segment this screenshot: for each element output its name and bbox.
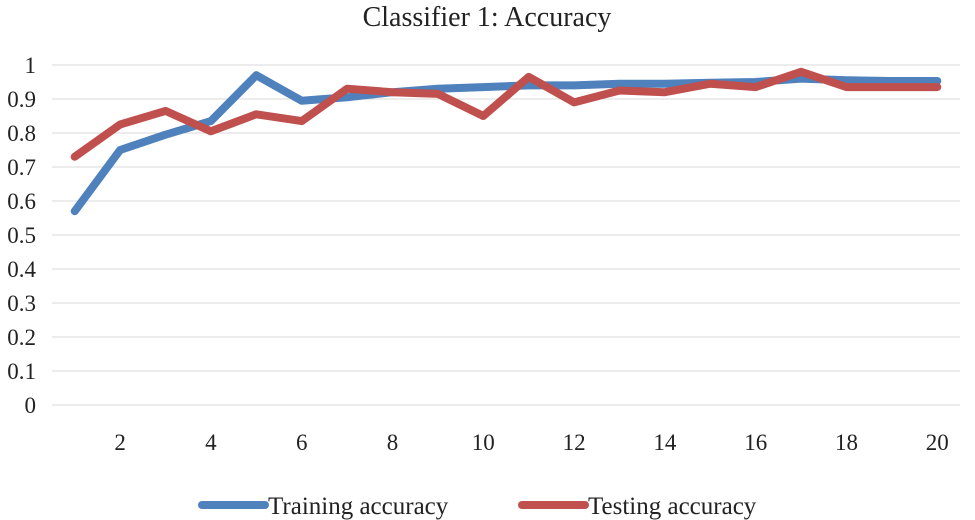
series-line-training bbox=[70, 71, 942, 216]
y-tick-label-6: 0.6 bbox=[7, 189, 36, 214]
legend-label-training: Training accuracy bbox=[268, 493, 449, 520]
y-tick-label-1: 0.1 bbox=[7, 359, 36, 384]
legend: Training accuracy Testing accuracy bbox=[198, 493, 757, 520]
series-lines bbox=[70, 67, 942, 216]
y-tick-label-4: 0.4 bbox=[7, 257, 36, 282]
legend-label-testing: Testing accuracy bbox=[588, 493, 757, 520]
x-tick-label-6: 14 bbox=[653, 430, 677, 455]
x-tick-label-4: 10 bbox=[472, 430, 495, 455]
x-tick-label-2: 6 bbox=[296, 430, 308, 455]
y-tick-label-5: 0.5 bbox=[7, 223, 36, 248]
x-tick-label-5: 12 bbox=[563, 430, 586, 455]
y-tick-label-10: 1 bbox=[25, 53, 37, 78]
y-tick-label-8: 0.8 bbox=[7, 121, 36, 146]
y-tick-label-3: 0.3 bbox=[7, 291, 36, 316]
x-tick-label-9: 20 bbox=[926, 430, 949, 455]
x-tick-label-1: 4 bbox=[205, 430, 217, 455]
x-tick-label-3: 8 bbox=[387, 430, 399, 455]
x-tick-label-8: 18 bbox=[835, 430, 858, 455]
x-axis-ticks: 2 4 6 8 10 12 14 16 18 20 bbox=[114, 430, 948, 455]
x-tick-label-0: 2 bbox=[114, 430, 126, 455]
series-line-testing bbox=[70, 67, 942, 161]
gridlines bbox=[52, 64, 960, 406]
y-tick-label-9: 0.9 bbox=[7, 87, 36, 112]
y-tick-label-0: 0 bbox=[25, 393, 37, 418]
y-tick-label-7: 0.7 bbox=[7, 155, 36, 180]
y-axis-ticks: 0 0.1 0.2 0.3 0.4 0.5 0.6 0.7 0.8 0.9 1 bbox=[7, 53, 36, 418]
x-tick-label-7: 16 bbox=[744, 430, 767, 455]
y-tick-label-2: 0.2 bbox=[7, 325, 36, 350]
chart-title: Classifier 1: Accuracy bbox=[363, 2, 612, 33]
